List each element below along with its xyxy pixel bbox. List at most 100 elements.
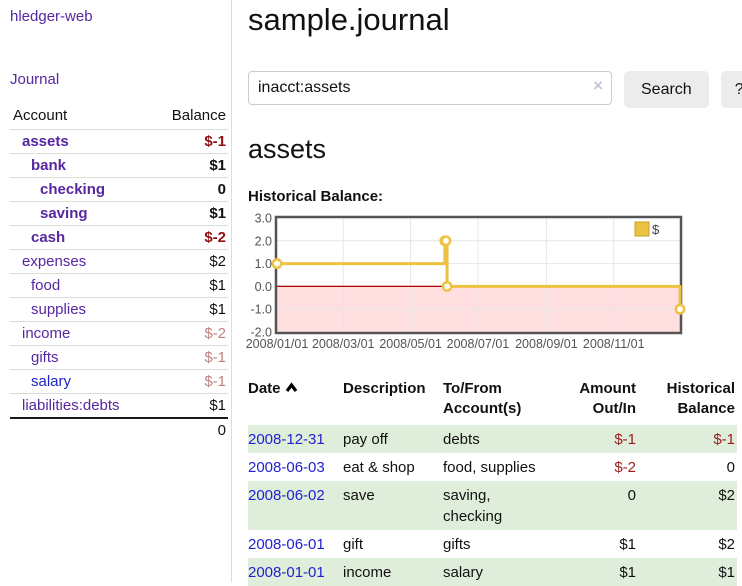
transaction-balance: $2 <box>718 486 735 504</box>
transaction-date-link[interactable]: 2008-06-03 <box>248 458 325 476</box>
search-form: × Search ? <box>248 71 742 108</box>
account-balance: 0 <box>151 177 228 202</box>
account-link-gifts[interactable]: gifts <box>31 349 59 366</box>
clear-search-icon[interactable]: × <box>593 76 603 95</box>
account-link-checking[interactable]: checking <box>40 181 106 198</box>
account-row: liabilities:debts $1 <box>10 393 228 418</box>
account-link-bank[interactable]: bank <box>31 157 67 174</box>
account-row: assets $-1 <box>10 129 228 154</box>
svg-text:2.0: 2.0 <box>255 234 272 248</box>
account-link-supplies[interactable]: supplies <box>31 301 87 318</box>
svg-text:2008/01/01: 2008/01/01 <box>246 337 309 351</box>
page-title: sample.journal <box>248 2 450 37</box>
account-row: income $-2 <box>10 321 228 346</box>
transaction-amount: $-2 <box>614 458 636 476</box>
app-title-link[interactable]: hledger-web <box>10 8 93 25</box>
register-header-row: Date Description To/From Account(s) Amou… <box>248 377 737 425</box>
account-balance: $1 <box>151 201 228 226</box>
account-balance: $-1 <box>151 129 228 154</box>
account-row: gifts $-1 <box>10 345 228 370</box>
transaction-row: 2008-06-02 save saving, checking 0 $2 <box>248 480 737 530</box>
account-link-food[interactable]: food <box>31 277 61 294</box>
svg-text:-1.0: -1.0 <box>250 303 272 317</box>
accounts-column-header-register: To/From Account(s) <box>443 380 522 418</box>
search-box: × <box>248 71 612 105</box>
date-column-header: Date <box>248 377 343 425</box>
transaction-date-link[interactable]: 2008-06-01 <box>248 535 325 553</box>
account-row: cash $-2 <box>10 225 228 250</box>
historical-balance-chart: $3.0 2.0 1.0 0.0 -1.0 -2.0 2008/01/01 2008/03/0… <box>246 212 742 356</box>
transaction-amount: $1 <box>619 535 636 553</box>
account-heading: assets <box>248 134 327 164</box>
accounts-total-spacer <box>10 417 152 442</box>
search-button[interactable]: Search <box>624 71 709 108</box>
transaction-description: gift <box>343 535 364 553</box>
account-link-expenses[interactable]: expenses <box>22 253 87 270</box>
svg-text:3.0: 3.0 <box>255 212 272 226</box>
account-link-assets[interactable]: assets <box>22 133 69 150</box>
svg-text:1.0: 1.0 <box>255 257 272 271</box>
transaction-row: 2008-06-01 gift gifts $1 $2 <box>248 530 737 558</box>
account-row: supplies $1 <box>10 297 228 322</box>
transaction-date-link[interactable]: 2008-01-01 <box>248 563 325 581</box>
transaction-accounts: salary <box>443 563 484 581</box>
help-button[interactable]: ? <box>720 71 742 108</box>
account-balance: $-1 <box>151 345 228 370</box>
svg-text:2008/11/01: 2008/11/01 <box>583 337 645 351</box>
transaction-balance: $2 <box>718 535 735 553</box>
svg-text:2008/05/01: 2008/05/01 <box>379 337 442 351</box>
account-link-salary[interactable]: salary <box>31 373 72 390</box>
account-link-cash[interactable]: cash <box>31 229 66 246</box>
transaction-row: 2008-06-03 eat & shop food, supplies $-2 0 <box>248 453 737 481</box>
account-link-income[interactable]: income <box>22 325 71 342</box>
account-balance: $1 <box>151 393 228 418</box>
transaction-row: 2008-01-01 income salary $1 $1 <box>248 557 737 586</box>
account-balance: $-2 <box>151 225 228 250</box>
accounts-column-header: Account <box>13 107 68 124</box>
accounts-total-balance: 0 <box>151 417 228 442</box>
svg-text:-2.0: -2.0 <box>250 326 272 340</box>
balance-column-header: Balance <box>171 107 226 124</box>
transaction-description: income <box>343 563 392 581</box>
account-row: salary $-1 <box>10 369 228 394</box>
sidebar-item-journal[interactable]: Journal <box>10 71 60 88</box>
account-balance: $1 <box>151 273 228 298</box>
search-input[interactable] <box>248 71 612 105</box>
account-row: saving $1 <box>10 201 228 226</box>
transaction-date-link[interactable]: 2008-12-31 <box>248 430 325 448</box>
transaction-balance: $-1 <box>713 430 735 448</box>
transaction-description: pay off <box>343 430 388 448</box>
transaction-amount: $1 <box>619 563 636 581</box>
sidebar: hledger-web Journal Account Balance asse… <box>0 0 232 582</box>
transaction-description: eat & shop <box>343 458 415 476</box>
register-table: Date Description To/From Account(s) Amou… <box>248 377 737 586</box>
account-link-liabilities-debts[interactable]: liabilities:debts <box>22 397 120 414</box>
amount-column-header: Amount Out/In <box>579 380 636 418</box>
account-row: expenses $2 <box>10 249 228 274</box>
transaction-balance: 0 <box>726 458 735 476</box>
transaction-row: 2008-12-31 pay off debts $-1 $-1 <box>248 424 737 453</box>
transaction-accounts: saving, checking <box>443 486 503 525</box>
transaction-balance: $1 <box>718 563 735 581</box>
transaction-accounts: debts <box>443 430 480 448</box>
account-balance: $-2 <box>151 321 228 346</box>
main-content: sample.journal × Search ? assets Histori… <box>232 0 742 586</box>
chart-heading: Historical Balance: <box>248 188 384 205</box>
account-link-saving[interactable]: saving <box>40 205 88 222</box>
transaction-accounts: gifts <box>443 535 471 553</box>
accounts-total-row: 0 <box>10 417 228 442</box>
account-row: checking 0 <box>10 177 228 202</box>
svg-text:2008/03/01: 2008/03/01 <box>312 337 375 351</box>
description-column-header: Description <box>343 380 426 397</box>
transaction-description: save <box>343 486 375 504</box>
transaction-accounts: food, supplies <box>443 458 536 476</box>
account-balance: $1 <box>151 153 228 178</box>
account-row: bank $1 <box>10 153 228 178</box>
svg-text:2008/07/01: 2008/07/01 <box>447 337 510 351</box>
account-balance: $-1 <box>151 369 228 394</box>
sort-ascending-icon <box>285 379 298 399</box>
account-balance: $2 <box>151 249 228 274</box>
svg-text:2008/09/01: 2008/09/01 <box>515 337 578 351</box>
transaction-date-link[interactable]: 2008-06-02 <box>248 486 325 504</box>
